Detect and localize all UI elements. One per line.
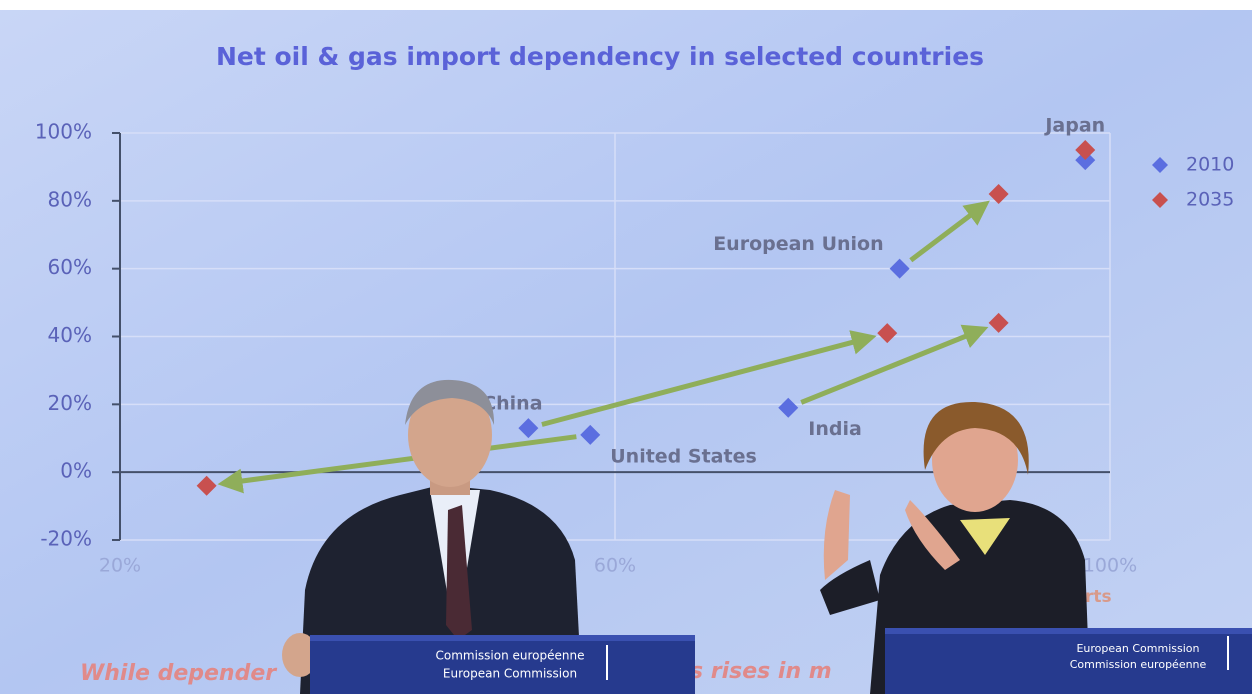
point-label: United States bbox=[610, 445, 757, 467]
caption-fragment: rts bbox=[1085, 587, 1112, 607]
podium-text: European Commission bbox=[443, 667, 577, 681]
caption-fragment: s rises in m bbox=[690, 659, 832, 684]
y-tick-label: 60% bbox=[48, 255, 92, 279]
legend-label: 2035 bbox=[1186, 189, 1234, 211]
chart-title: Net oil & gas import dependency in selec… bbox=[216, 42, 984, 71]
podium-left: Commission européenne European Commissio… bbox=[310, 635, 695, 694]
point-label: European Union bbox=[713, 233, 883, 255]
point-label: India bbox=[808, 418, 862, 440]
x-tick-label: 20% bbox=[99, 555, 141, 577]
legend-label: 2010 bbox=[1186, 154, 1234, 176]
y-tick-label: 100% bbox=[35, 120, 92, 144]
scene: Net oil & gas import dependency in selec… bbox=[0, 0, 1252, 694]
podium-text: European Commission bbox=[1076, 642, 1199, 655]
y-tick-label: 20% bbox=[48, 391, 92, 415]
caption-fragment: While depender bbox=[80, 661, 277, 686]
y-tick-label: -20% bbox=[40, 527, 92, 551]
x-tick-label: 100% bbox=[1083, 555, 1137, 577]
podium-text: Commission européenne bbox=[1070, 658, 1207, 671]
y-tick-label: 80% bbox=[48, 187, 92, 211]
y-tick-label: 0% bbox=[60, 459, 92, 483]
y-tick-label: 40% bbox=[48, 323, 92, 347]
top-border bbox=[0, 0, 1252, 10]
podium-text: Commission européenne bbox=[435, 649, 584, 663]
podium-right: European Commission Commission européenn… bbox=[885, 628, 1252, 694]
x-tick-label: 60% bbox=[594, 555, 636, 577]
page: {"chart_data": { "type": "scatter", "tit… bbox=[0, 0, 1252, 694]
point-label: Japan bbox=[1043, 115, 1105, 137]
